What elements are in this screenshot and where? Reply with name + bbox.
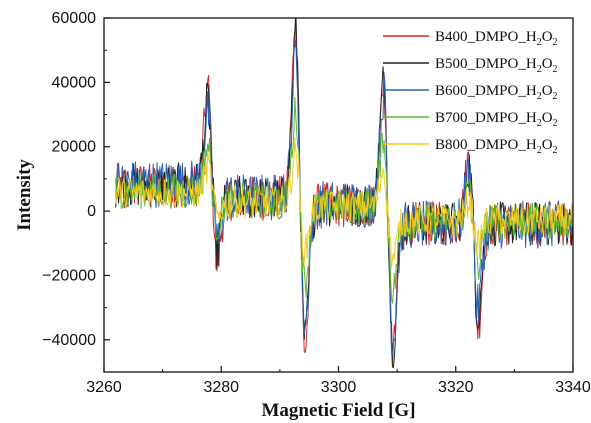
ticks-layer: 3260 3280 3300 3320 3340 −40000 −20000 0 20000 40… (42, 10, 591, 396)
legend-label: B800_DMPO_H2O2 (435, 137, 558, 156)
x-tick-label: 3320 (438, 379, 474, 396)
legend-label: B500_DMPO_H2O2 (435, 56, 558, 75)
x-tick-label: 3280 (203, 379, 239, 396)
y-tick-label: 0 (87, 203, 96, 220)
legend-label: B600_DMPO_H2O2 (435, 83, 558, 102)
y-tick-label: 60000 (52, 10, 97, 27)
y-axis-title: Intensity (14, 159, 35, 231)
x-tick-label: 3300 (321, 379, 357, 396)
series-layer (115, 18, 573, 369)
y-tick-label: −20000 (42, 267, 96, 284)
legend: B400_DMPO_H2O2 B500_DMPO_H2O2 B600_DMPO_H2… (383, 29, 558, 156)
y-tick-label: 40000 (52, 74, 97, 91)
y-tick-label: −40000 (42, 332, 96, 349)
x-tick-label: 3260 (86, 379, 122, 396)
legend-label: B400_DMPO_H2O2 (435, 29, 558, 48)
series-line-b800-dmpo-h2o2 (115, 136, 573, 269)
x-axis-title: Magnetic Field [G] (261, 400, 415, 421)
y-tick-label: 20000 (52, 139, 97, 156)
legend-label: B700_DMPO_H2O2 (435, 110, 558, 129)
x-tick-label: 3340 (555, 379, 591, 396)
